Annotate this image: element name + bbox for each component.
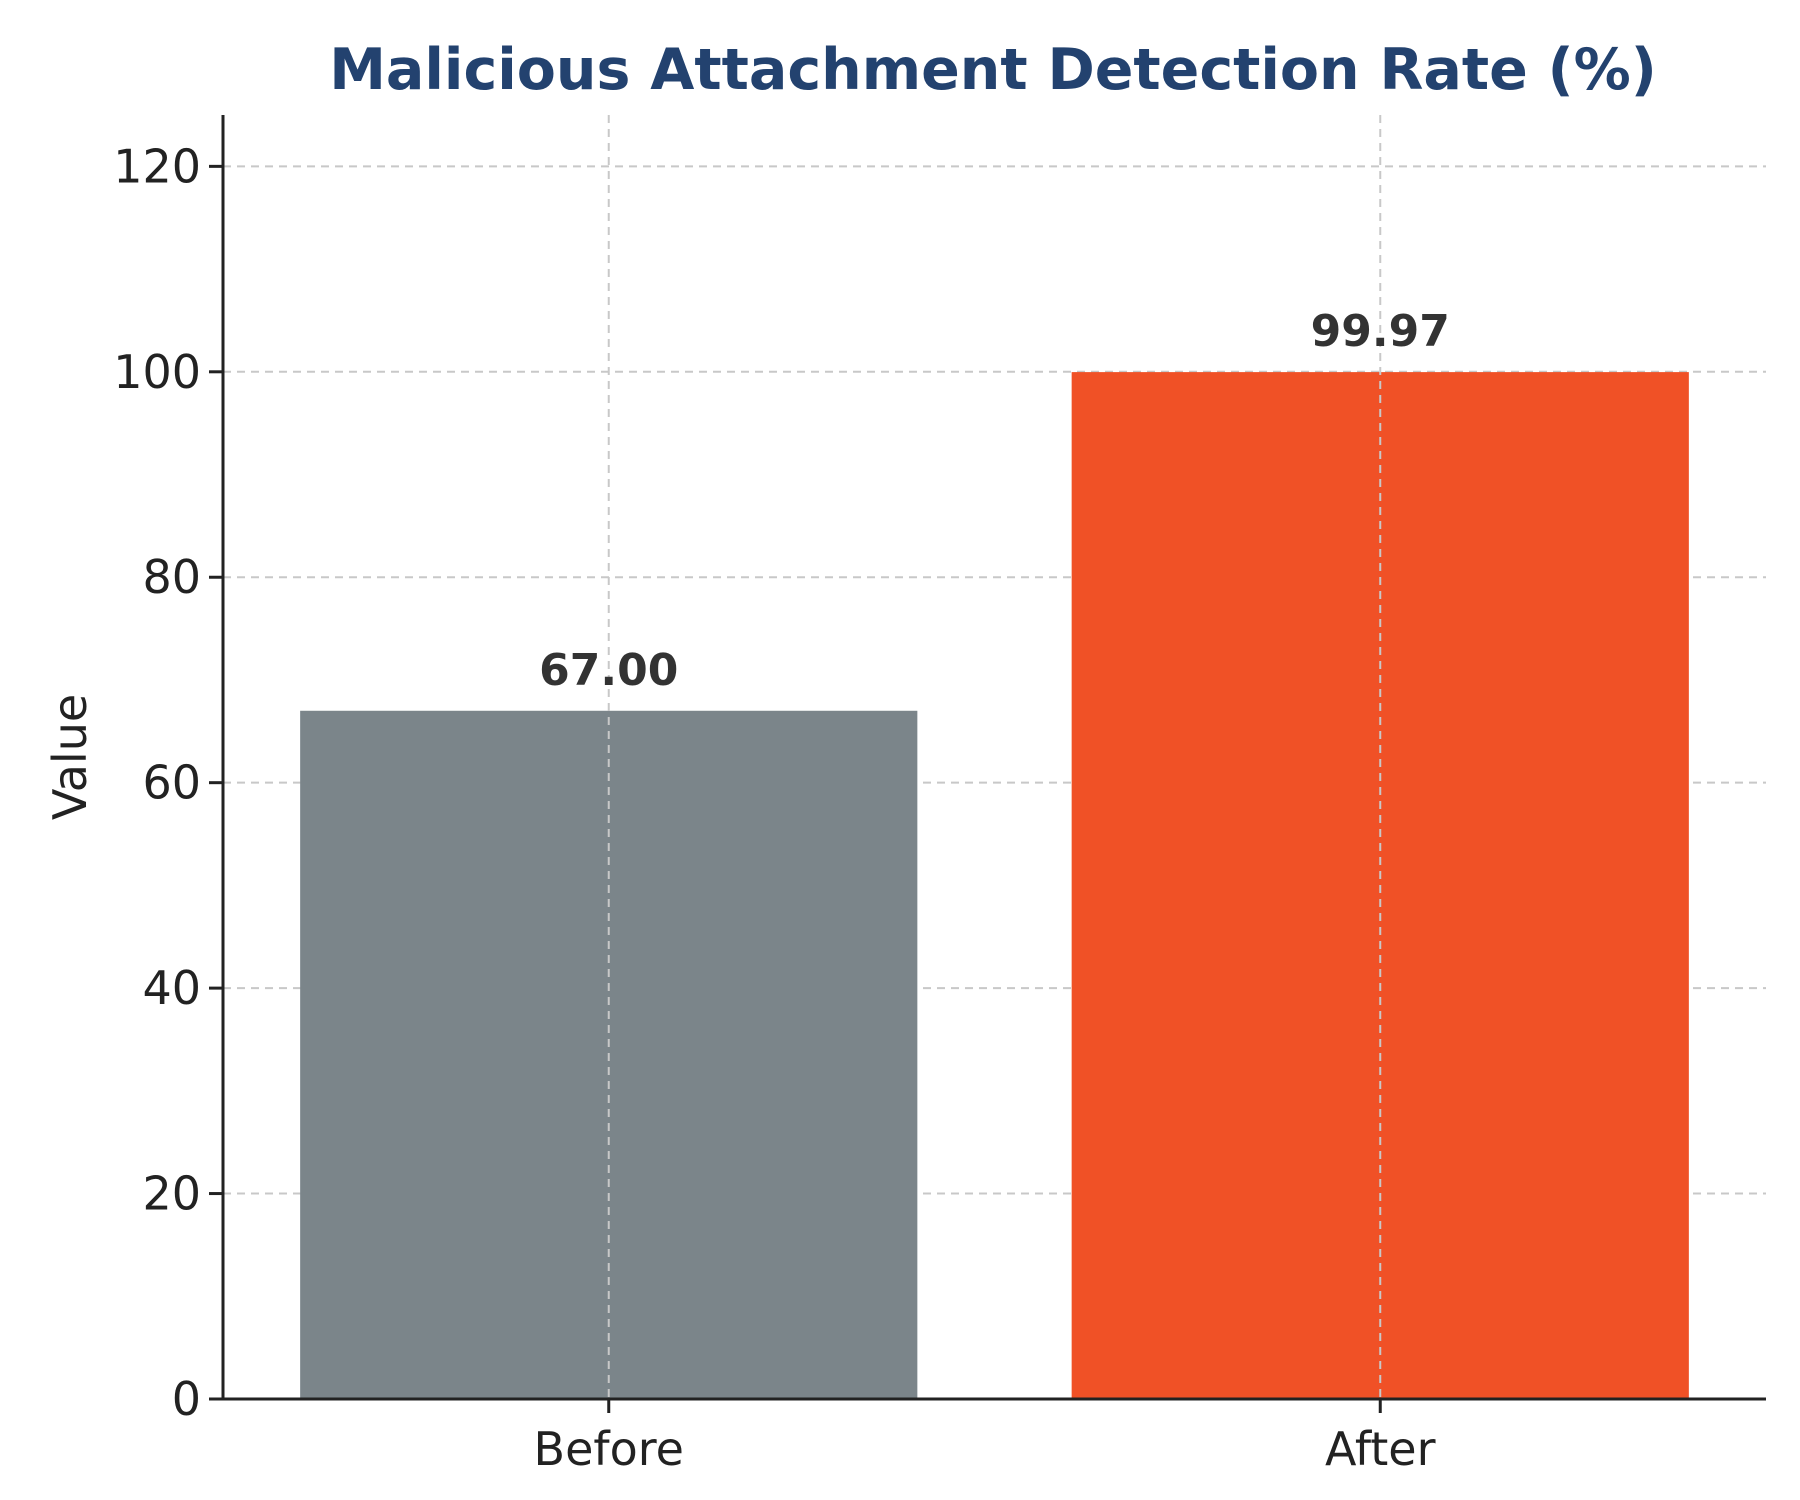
data-label-before: 67.00 (539, 645, 678, 696)
y-tick-label: 0 (172, 1372, 201, 1426)
x-tick-label: Before (534, 1422, 684, 1476)
x-axis-ticks: Before After (534, 1399, 1436, 1476)
vertical-grid-lines (607, 115, 1382, 1399)
axes (221, 115, 1766, 1401)
data-label-after: 99.97 (1311, 306, 1450, 357)
y-tick-label: 20 (142, 1167, 201, 1221)
y-tick-label: 40 (142, 961, 201, 1015)
y-tick-label: 100 (113, 345, 201, 399)
y-tick-label: 60 (142, 756, 201, 810)
y-axis-ticks: 0 20 40 60 80 100 120 (113, 139, 223, 1426)
y-axis-label: Value (43, 694, 97, 820)
y-tick-label: 80 (142, 550, 201, 604)
bars (300, 372, 1689, 1399)
y-tick-label: 120 (113, 139, 201, 193)
x-tick-label: After (1325, 1422, 1436, 1476)
chart-title: Malicious Attachment Detection Rate (%) (329, 37, 1657, 103)
data-labels: 67.00 99.97 (539, 306, 1450, 696)
